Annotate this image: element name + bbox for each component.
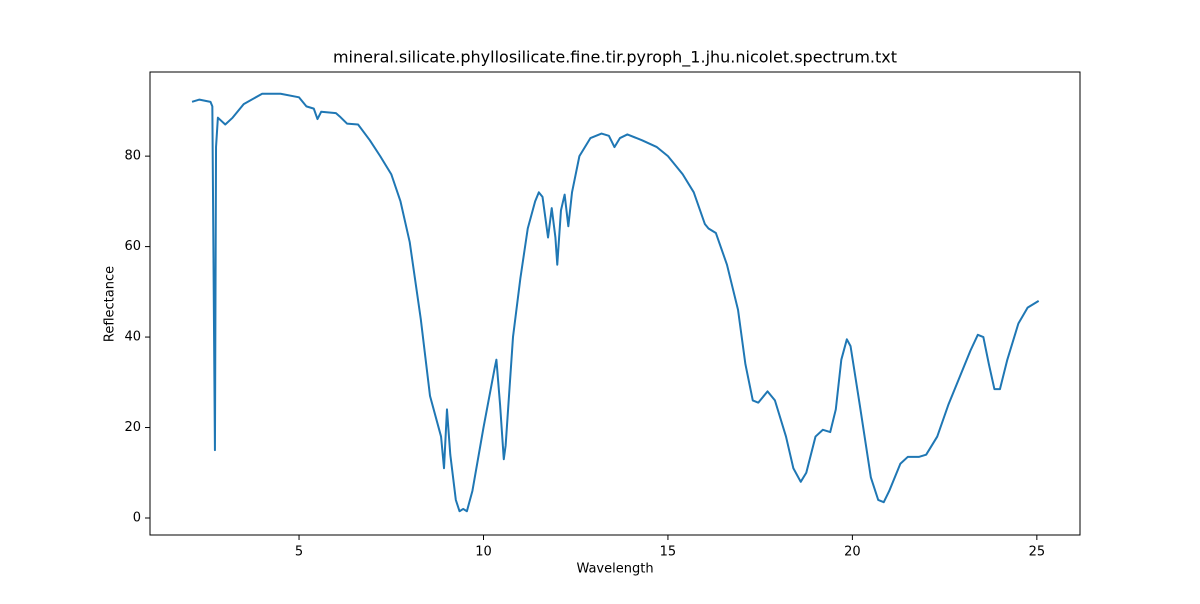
x-tick-label: 10	[475, 545, 492, 560]
y-tick-label: 40	[124, 330, 141, 345]
x-tick-label: 5	[295, 545, 303, 560]
x-tick-label: 20	[844, 545, 861, 560]
y-tick-label: 60	[124, 239, 141, 254]
y-tick-label: 20	[124, 420, 141, 435]
data-line	[191, 92, 1040, 513]
plot-frame	[149, 71, 1081, 536]
x-tick-label: 25	[1029, 545, 1046, 560]
x-axis-label: Wavelength	[576, 562, 653, 577]
y-tick-label: 0	[133, 510, 141, 525]
chart-title: mineral.silicate.phyllosilicate.fine.tir…	[333, 48, 897, 68]
x-tick-label: 15	[660, 545, 677, 560]
y-axis-label: Reflectance	[103, 266, 118, 342]
y-tick-label: 80	[124, 149, 141, 164]
